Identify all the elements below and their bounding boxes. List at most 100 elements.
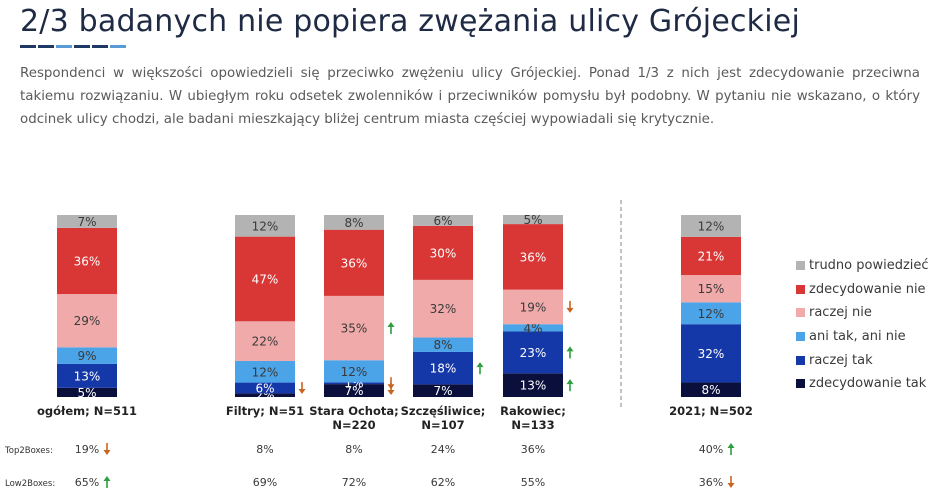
bar-segment	[413, 351, 473, 385]
data-label: 6%	[433, 214, 452, 228]
legend-swatch	[796, 261, 805, 271]
title-accent-segment	[20, 45, 36, 48]
data-label: 7%	[77, 215, 96, 229]
bar-segment	[503, 224, 563, 290]
bar-segment	[681, 275, 741, 303]
data-label: 21%	[698, 249, 725, 263]
legend-label: zdecydowanie nie	[809, 281, 926, 297]
data-label: 36%	[74, 254, 101, 268]
data-label: 23%	[520, 346, 547, 360]
data-label: 47%	[252, 272, 279, 286]
title-accent-segment	[56, 45, 72, 48]
bar-segment	[413, 215, 473, 226]
summary-value: 36%	[521, 443, 545, 456]
data-label: 30%	[430, 246, 457, 260]
summary-value: 69%	[253, 476, 277, 489]
legend-label: raczej nie	[809, 305, 872, 321]
bar-segment	[235, 360, 295, 383]
category-label: 2021; N=502	[669, 404, 753, 418]
trend-arrow-icon	[566, 379, 574, 392]
title-accent-segment	[74, 45, 90, 48]
bar-segment	[235, 393, 295, 397]
chart-legend: trudno powiedzieć zdecydowanie nie raczej …	[796, 254, 929, 396]
data-label: 32%	[430, 302, 457, 316]
data-label: 22%	[252, 335, 279, 349]
summary-value: 36%	[699, 476, 723, 489]
data-label: 18%	[430, 362, 457, 376]
bar-segment	[235, 321, 295, 361]
bar-segment	[413, 337, 473, 352]
title-accent-segment	[110, 45, 126, 48]
data-label: 29%	[74, 314, 101, 328]
trend-arrow-icon	[727, 476, 735, 488]
bar-segment	[681, 302, 741, 325]
legend-item: zdecydowanie tak	[796, 372, 929, 396]
bar-segment	[235, 215, 295, 237]
trend-arrow-icon	[476, 362, 484, 375]
page-title: 2/3 badanych nie popiera zwężania ulicy …	[20, 4, 800, 39]
legend-label: zdecydowanie tak	[809, 376, 927, 392]
data-label: 32%	[698, 347, 725, 361]
summary-row-label: Low2Boxes:	[5, 479, 55, 489]
bar-segment	[413, 279, 473, 338]
data-label: 4%	[523, 321, 542, 335]
bar-segment	[324, 295, 384, 361]
data-label: 36%	[341, 256, 368, 270]
bar-segment	[324, 360, 384, 383]
data-label: 36%	[520, 250, 547, 264]
data-label: 5%	[523, 213, 542, 227]
data-label: 8%	[344, 216, 363, 230]
data-label: 12%	[698, 219, 725, 233]
data-label: 5%	[77, 386, 96, 400]
summary-value: 72%	[342, 476, 366, 489]
bar-segment	[57, 387, 117, 397]
bar-segment	[324, 215, 384, 230]
title-accent-segment	[38, 45, 54, 48]
legend-item: zdecydowanie nie	[796, 278, 929, 302]
trend-arrow-icon	[103, 476, 111, 488]
summary-value: 55%	[521, 476, 545, 489]
category-label: N=133	[511, 418, 554, 432]
legend-swatch	[796, 284, 805, 294]
summary-value: 40%	[699, 443, 723, 456]
bar-segment	[503, 373, 563, 397]
data-label: 12%	[252, 365, 279, 379]
bar-segment	[681, 236, 741, 276]
data-label: 12%	[341, 365, 368, 379]
bar-segment	[235, 236, 295, 322]
bar-segment	[503, 331, 563, 374]
bar-segment	[681, 324, 741, 383]
bar-segment	[681, 382, 741, 397]
trend-arrow-icon	[727, 443, 735, 455]
legend-swatch	[796, 332, 805, 342]
legend-label: trudno powiedzieć	[809, 258, 929, 274]
bar-segment	[324, 229, 384, 296]
summary-value: 65%	[75, 476, 99, 489]
summary-value: 24%	[431, 443, 455, 456]
data-label: 19%	[520, 300, 547, 314]
bar-segment	[57, 227, 117, 295]
data-label: 8%	[433, 338, 452, 352]
bar-segment	[57, 363, 117, 388]
bar-segment	[413, 384, 473, 397]
data-label: 8%	[701, 383, 720, 397]
category-label: Rakowiec;	[500, 404, 566, 418]
trend-arrow-icon	[387, 322, 395, 335]
bar-segment	[503, 324, 563, 332]
data-label: 12%	[698, 307, 725, 321]
data-label: 7%	[344, 384, 363, 398]
bar-segment	[57, 294, 117, 348]
data-label: 13%	[74, 369, 101, 383]
data-label: 35%	[341, 322, 368, 336]
legend-label: raczej tak	[809, 352, 873, 368]
legend-label: ani tak, ani nie	[809, 329, 906, 345]
trend-arrow-icon	[103, 443, 111, 455]
data-label: 15%	[698, 282, 725, 296]
legend-item: ani tak, ani nie	[796, 325, 929, 349]
category-label: Filtry; N=51	[226, 404, 304, 418]
bar-segment	[57, 215, 117, 228]
legend-swatch	[796, 355, 805, 365]
trend-arrow-icon	[566, 346, 574, 359]
trend-arrow-icon	[387, 377, 395, 390]
